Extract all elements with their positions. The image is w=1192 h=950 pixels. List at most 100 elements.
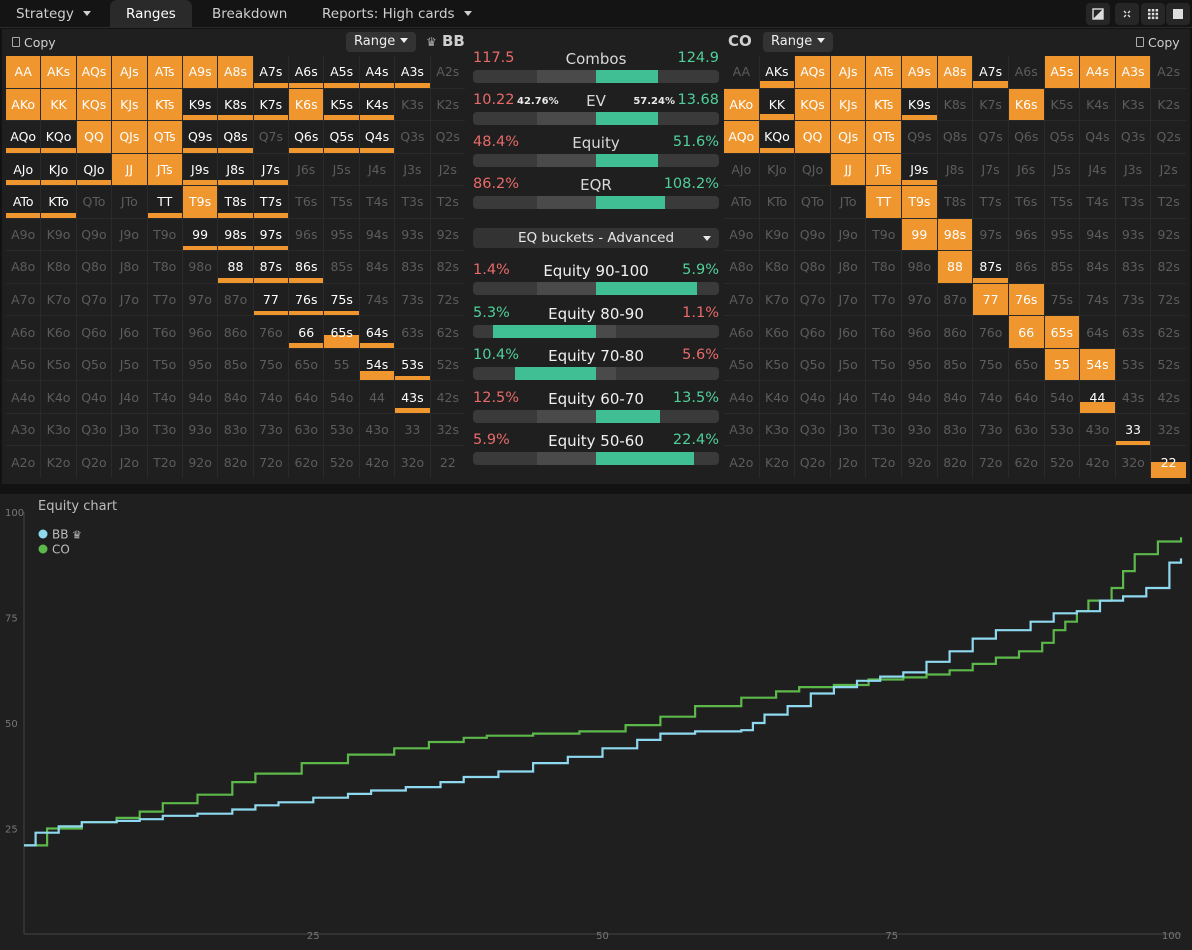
hand-cell-K6o[interactable]: K6o [759,316,795,348]
hand-cell-97s[interactable]: 97s [253,218,289,251]
hand-cell-95o[interactable]: 95o [902,348,937,381]
hand-cell-J2o[interactable]: J2o [830,446,866,478]
hand-cell-63o[interactable]: 63o [289,413,324,446]
hand-cell-KQo[interactable]: KQo [41,121,76,153]
hand-cell-52o[interactable]: 52o [324,446,359,478]
hand-cell-Q3s[interactable]: Q3s [1115,121,1151,153]
hand-cell-JTs[interactable]: JTs [147,153,182,186]
hand-cell-22[interactable]: 22 [430,446,465,478]
hand-cell-QQ[interactable]: QQ [76,121,112,153]
hand-cell-63s[interactable]: 63s [1115,316,1151,348]
hand-cell-T2s[interactable]: T2s [1151,186,1186,218]
hand-cell-J9s[interactable]: J9s [902,153,937,186]
hand-cell-T2s[interactable]: T2s [430,186,465,218]
hand-cell-64s[interactable]: 64s [359,316,395,348]
hand-cell-63s[interactable]: 63s [395,316,430,348]
hand-cell-QTo[interactable]: QTo [76,186,112,218]
hand-cell-ATo[interactable]: ATo [724,186,759,218]
hand-cell-86s[interactable]: 86s [289,251,324,283]
hand-cell-T7o[interactable]: T7o [866,283,902,316]
hand-cell-A9o[interactable]: A9o [6,218,41,251]
hand-cell-AKs[interactable]: AKs [41,56,76,88]
hand-cell-K4s[interactable]: K4s [1080,88,1115,121]
hand-cell-83o[interactable]: 83o [937,413,973,446]
hand-cell-Q6o[interactable]: Q6o [76,316,112,348]
hand-cell-A4o[interactable]: A4o [724,381,759,413]
hand-cell-93s[interactable]: 93s [395,218,430,251]
hand-cell-73s[interactable]: 73s [1115,283,1151,316]
hand-cell-QJo[interactable]: QJo [76,153,112,186]
hand-cell-AJo[interactable]: AJo [724,153,759,186]
hand-cell-J4s[interactable]: J4s [1080,153,1115,186]
hand-cell-K3s[interactable]: K3s [395,88,430,121]
hand-cell-JJ[interactable]: JJ [112,153,147,186]
hand-cell-Q3o[interactable]: Q3o [76,413,112,446]
hand-cell-93o[interactable]: 93o [182,413,218,446]
hand-cell-84s[interactable]: 84s [1080,251,1115,283]
hand-cell-Q4s[interactable]: Q4s [359,121,395,153]
hand-cell-J4s[interactable]: J4s [359,153,395,186]
hand-cell-T9o[interactable]: T9o [866,218,902,251]
hand-cell-75s[interactable]: 75s [1044,283,1080,316]
hand-cell-62s[interactable]: 62s [430,316,465,348]
hand-cell-84o[interactable]: 84o [218,381,253,413]
hand-cell-A2o[interactable]: A2o [724,446,759,478]
hand-cell-94s[interactable]: 94s [1080,218,1115,251]
hand-cell-J8s[interactable]: J8s [218,153,253,186]
hand-cell-Q6o[interactable]: Q6o [795,316,830,348]
hand-cell-K9s[interactable]: K9s [182,88,218,121]
hand-cell-Q4o[interactable]: Q4o [795,381,830,413]
hand-cell-Q9o[interactable]: Q9o [795,218,830,251]
hand-cell-94o[interactable]: 94o [182,381,218,413]
hand-cell-A8o[interactable]: A8o [6,251,41,283]
hand-cell-J6s[interactable]: J6s [1008,153,1044,186]
hand-cell-42s[interactable]: 42s [1151,381,1186,413]
hand-cell-A3o[interactable]: A3o [6,413,41,446]
hand-cell-T6o[interactable]: T6o [866,316,902,348]
hand-cell-Q8s[interactable]: Q8s [218,121,253,153]
hand-cell-62o[interactable]: 62o [289,446,324,478]
hand-cell-A5o[interactable]: A5o [6,348,41,381]
hand-cell-J4o[interactable]: J4o [112,381,147,413]
hand-cell-A3s[interactable]: A3s [395,56,430,88]
hand-cell-J8o[interactable]: J8o [112,251,147,283]
hand-cell-97s[interactable]: 97s [973,218,1008,251]
hand-cell-K2o[interactable]: K2o [759,446,795,478]
hand-cell-T9s[interactable]: T9s [902,186,937,218]
hand-cell-T2o[interactable]: T2o [147,446,182,478]
hand-cell-K9o[interactable]: K9o [41,218,76,251]
hand-cell-J8o[interactable]: J8o [830,251,866,283]
hand-cell-T8s[interactable]: T8s [937,186,973,218]
hand-cell-92s[interactable]: 92s [430,218,465,251]
hand-cell-T8s[interactable]: T8s [218,186,253,218]
hand-cell-K3o[interactable]: K3o [759,413,795,446]
hand-cell-85s[interactable]: 85s [324,251,359,283]
grid-view-button[interactable] [1141,3,1165,25]
hand-cell-42o[interactable]: 42o [359,446,395,478]
hand-cell-88[interactable]: 88 [937,251,973,283]
hand-cell-T5o[interactable]: T5o [147,348,182,381]
hand-cell-Q2o[interactable]: Q2o [76,446,112,478]
hand-cell-QJo[interactable]: QJo [795,153,830,186]
compact-view-button[interactable] [1115,3,1139,25]
hand-cell-54s[interactable]: 54s [1080,348,1115,381]
hand-cell-T2o[interactable]: T2o [866,446,902,478]
hand-cell-Q8o[interactable]: Q8o [76,251,112,283]
hand-cell-T8o[interactable]: T8o [866,251,902,283]
hand-cell-K2s[interactable]: K2s [1151,88,1186,121]
hand-cell-64s[interactable]: 64s [1080,316,1115,348]
hand-cell-J4o[interactable]: J4o [830,381,866,413]
hand-cell-33[interactable]: 33 [395,413,430,446]
hand-cell-Q6s[interactable]: Q6s [1008,121,1044,153]
hand-cell-K5o[interactable]: K5o [759,348,795,381]
hand-cell-K8o[interactable]: K8o [759,251,795,283]
hand-cell-A5s[interactable]: A5s [324,56,359,88]
hand-cell-62s[interactable]: 62s [1151,316,1186,348]
hand-cell-32s[interactable]: 32s [430,413,465,446]
hand-cell-75s[interactable]: 75s [324,283,359,316]
hand-cell-Q8s[interactable]: Q8s [937,121,973,153]
hand-cell-96s[interactable]: 96s [289,218,324,251]
hand-cell-65o[interactable]: 65o [1008,348,1044,381]
hand-cell-77[interactable]: 77 [253,283,289,316]
hand-cell-T3o[interactable]: T3o [147,413,182,446]
